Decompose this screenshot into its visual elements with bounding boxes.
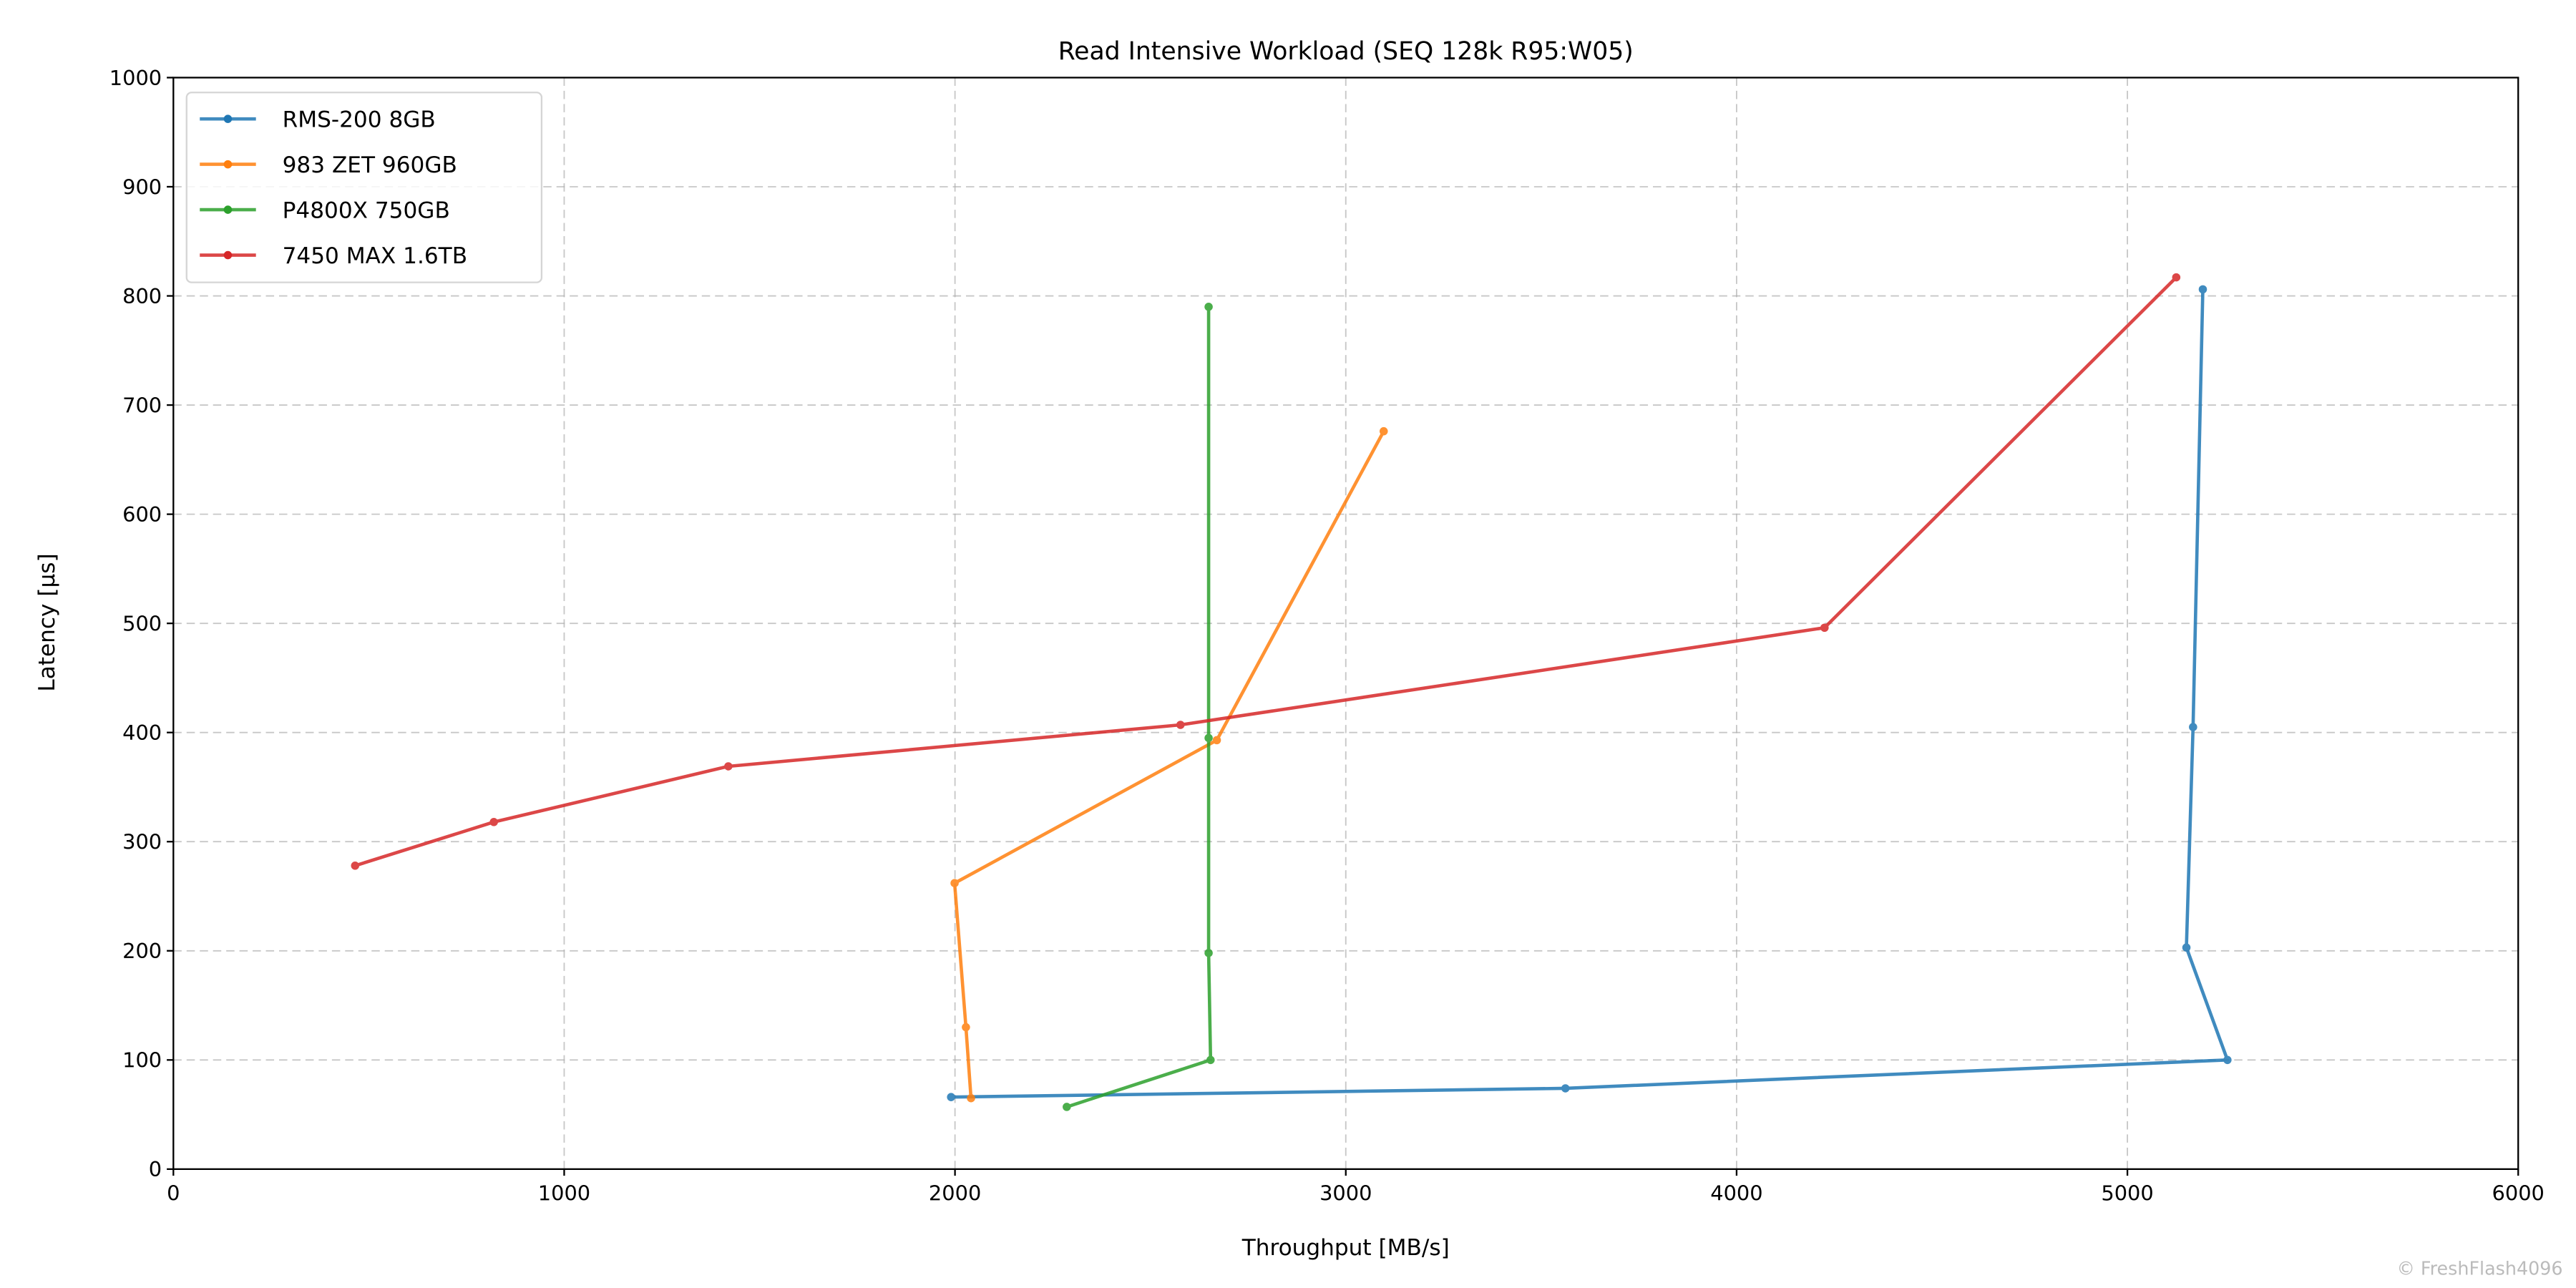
data-point xyxy=(1206,1055,1215,1065)
series-line xyxy=(354,275,2177,867)
data-point xyxy=(351,862,360,870)
x-tick-label: 1000 xyxy=(538,1181,590,1206)
legend-label: RMS-200 8GB xyxy=(283,107,436,133)
data-point xyxy=(2198,285,2207,294)
data-point xyxy=(1204,733,1213,743)
legend-label: 7450 MAX 1.6TB xyxy=(283,243,467,269)
data-point xyxy=(1204,303,1213,311)
x-tick-label: 4000 xyxy=(1710,1181,1762,1206)
x-tick-label: 3000 xyxy=(1319,1181,1372,1206)
y-tick-label: 600 xyxy=(122,502,162,527)
data-point xyxy=(1379,426,1388,436)
data-point xyxy=(967,1093,975,1103)
y-tick-label: 500 xyxy=(122,612,162,636)
data-point xyxy=(1063,1103,1071,1111)
data-point xyxy=(962,1023,970,1032)
data-point xyxy=(2182,943,2191,952)
chart-title: Read Intensive Workload (SEQ 128k R95:W0… xyxy=(1058,37,1634,66)
series-line xyxy=(1066,306,1213,1109)
x-tick-label: 0 xyxy=(167,1181,180,1206)
series-1 xyxy=(950,426,1388,1103)
data-point xyxy=(947,1093,955,1101)
legend-label: 983 ZET 960GB xyxy=(283,152,457,178)
data-point xyxy=(950,879,959,887)
y-tick-label: 300 xyxy=(122,830,162,854)
y-tick-label: 1000 xyxy=(109,66,162,90)
data-point xyxy=(1820,623,1829,633)
legend-box xyxy=(185,92,543,283)
series-2 xyxy=(1063,303,1215,1111)
data-point xyxy=(1212,736,1221,745)
data-point xyxy=(1561,1084,1570,1093)
grid xyxy=(173,77,2519,1169)
y-tick-label: 400 xyxy=(122,721,162,745)
data-point xyxy=(1176,721,1185,729)
series-group xyxy=(351,273,2232,1111)
legend-marker xyxy=(223,160,233,169)
series-line xyxy=(952,430,1385,1098)
x-tick-label: 6000 xyxy=(2492,1181,2545,1206)
y-tick-label: 800 xyxy=(122,284,162,308)
series-line xyxy=(951,289,2230,1099)
y-tick-label: 100 xyxy=(122,1048,162,1073)
data-point xyxy=(1204,949,1213,957)
data-point xyxy=(724,762,733,771)
legend-marker xyxy=(223,114,233,123)
y-tick-label: 900 xyxy=(122,175,162,199)
x-axis-label: Throughput [MB/s] xyxy=(1241,1235,1450,1261)
y-axis-label: Latency [µs] xyxy=(34,553,60,691)
legend-label: P4800X 750GB xyxy=(283,198,450,224)
legend: RMS-200 8GB 983 ZET 960GB P4800X 750GB 7450… xyxy=(185,92,543,283)
data-point xyxy=(2189,723,2197,731)
data-point xyxy=(489,818,498,826)
data-point xyxy=(2223,1055,2232,1065)
legend-marker xyxy=(223,250,233,260)
series-0 xyxy=(947,285,2232,1101)
ticks: 0 1000 2000 3000 4000 5000 6000 0 100 200 300 400 50… xyxy=(109,66,2545,1206)
x-tick-label: 2000 xyxy=(929,1181,981,1206)
y-tick-label: 200 xyxy=(122,939,162,963)
y-tick-label: 0 xyxy=(149,1157,162,1181)
series-3 xyxy=(351,273,2181,870)
legend-marker xyxy=(223,205,233,214)
y-tick-label: 700 xyxy=(122,393,162,417)
data-point xyxy=(2172,273,2181,282)
watermark: © FreshFlash4096 xyxy=(2396,1258,2562,1279)
x-tick-label: 5000 xyxy=(2101,1181,2153,1206)
